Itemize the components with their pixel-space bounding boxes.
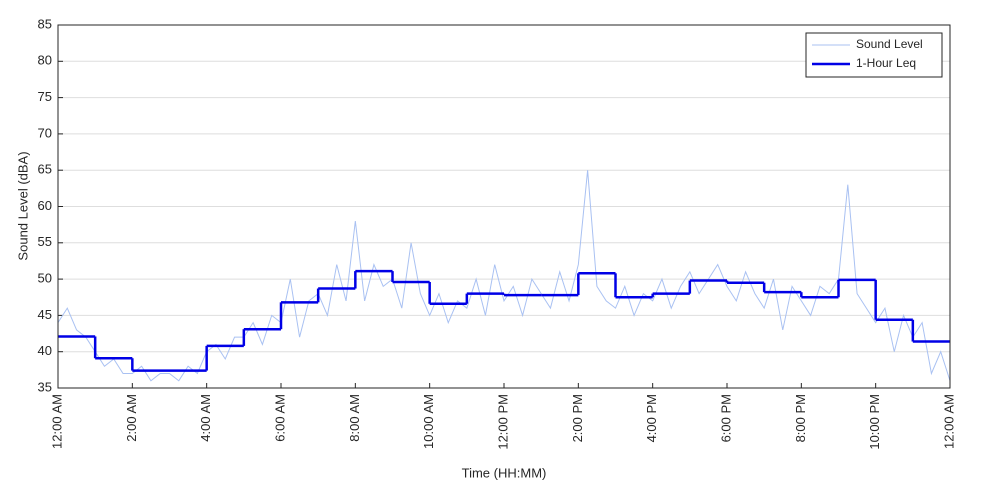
y-tick-label: 75	[38, 89, 52, 104]
x-tick-label: 10:00 AM	[421, 394, 436, 449]
legend-label: 1-Hour Leq	[856, 56, 916, 70]
y-tick-label: 60	[38, 198, 52, 213]
x-tick-label: 10:00 PM	[867, 394, 882, 450]
y-tick-label: 85	[38, 16, 52, 31]
x-tick-label: 2:00 PM	[570, 394, 585, 442]
y-tick-label: 70	[38, 125, 52, 140]
legend-box	[805, 32, 943, 78]
x-tick-label: 12:00 AM	[49, 394, 64, 449]
y-tick-label: 50	[38, 271, 52, 286]
x-tick-label: 6:00 PM	[718, 394, 733, 442]
y-tick-label: 40	[38, 343, 52, 358]
x-axis-label: Time (HH:MM)	[462, 465, 547, 480]
x-tick-label: 2:00 AM	[124, 394, 139, 442]
x-tick-label: 4:00 AM	[198, 394, 213, 442]
x-tick-label: 12:00 AM	[941, 394, 956, 449]
x-tick-label: 12:00 PM	[495, 394, 510, 450]
sound-level-line	[57, 170, 951, 382]
y-axis-label: Sound Level (dBA)	[15, 151, 30, 260]
y-tick-label: 45	[38, 307, 52, 322]
plot-frame	[57, 24, 951, 389]
x-tick-label: 8:00 AM	[347, 394, 362, 442]
y-tick-label: 35	[38, 379, 52, 394]
x-tick-label: 8:00 PM	[793, 394, 808, 442]
y-tick-label: 65	[38, 162, 52, 177]
y-tick-label: 80	[38, 53, 52, 68]
legend-label: Sound Level	[856, 37, 923, 51]
y-tick-label: 55	[38, 234, 52, 249]
x-tick-label: 6:00 AM	[272, 394, 287, 442]
x-tick-label: 4:00 PM	[644, 394, 659, 442]
